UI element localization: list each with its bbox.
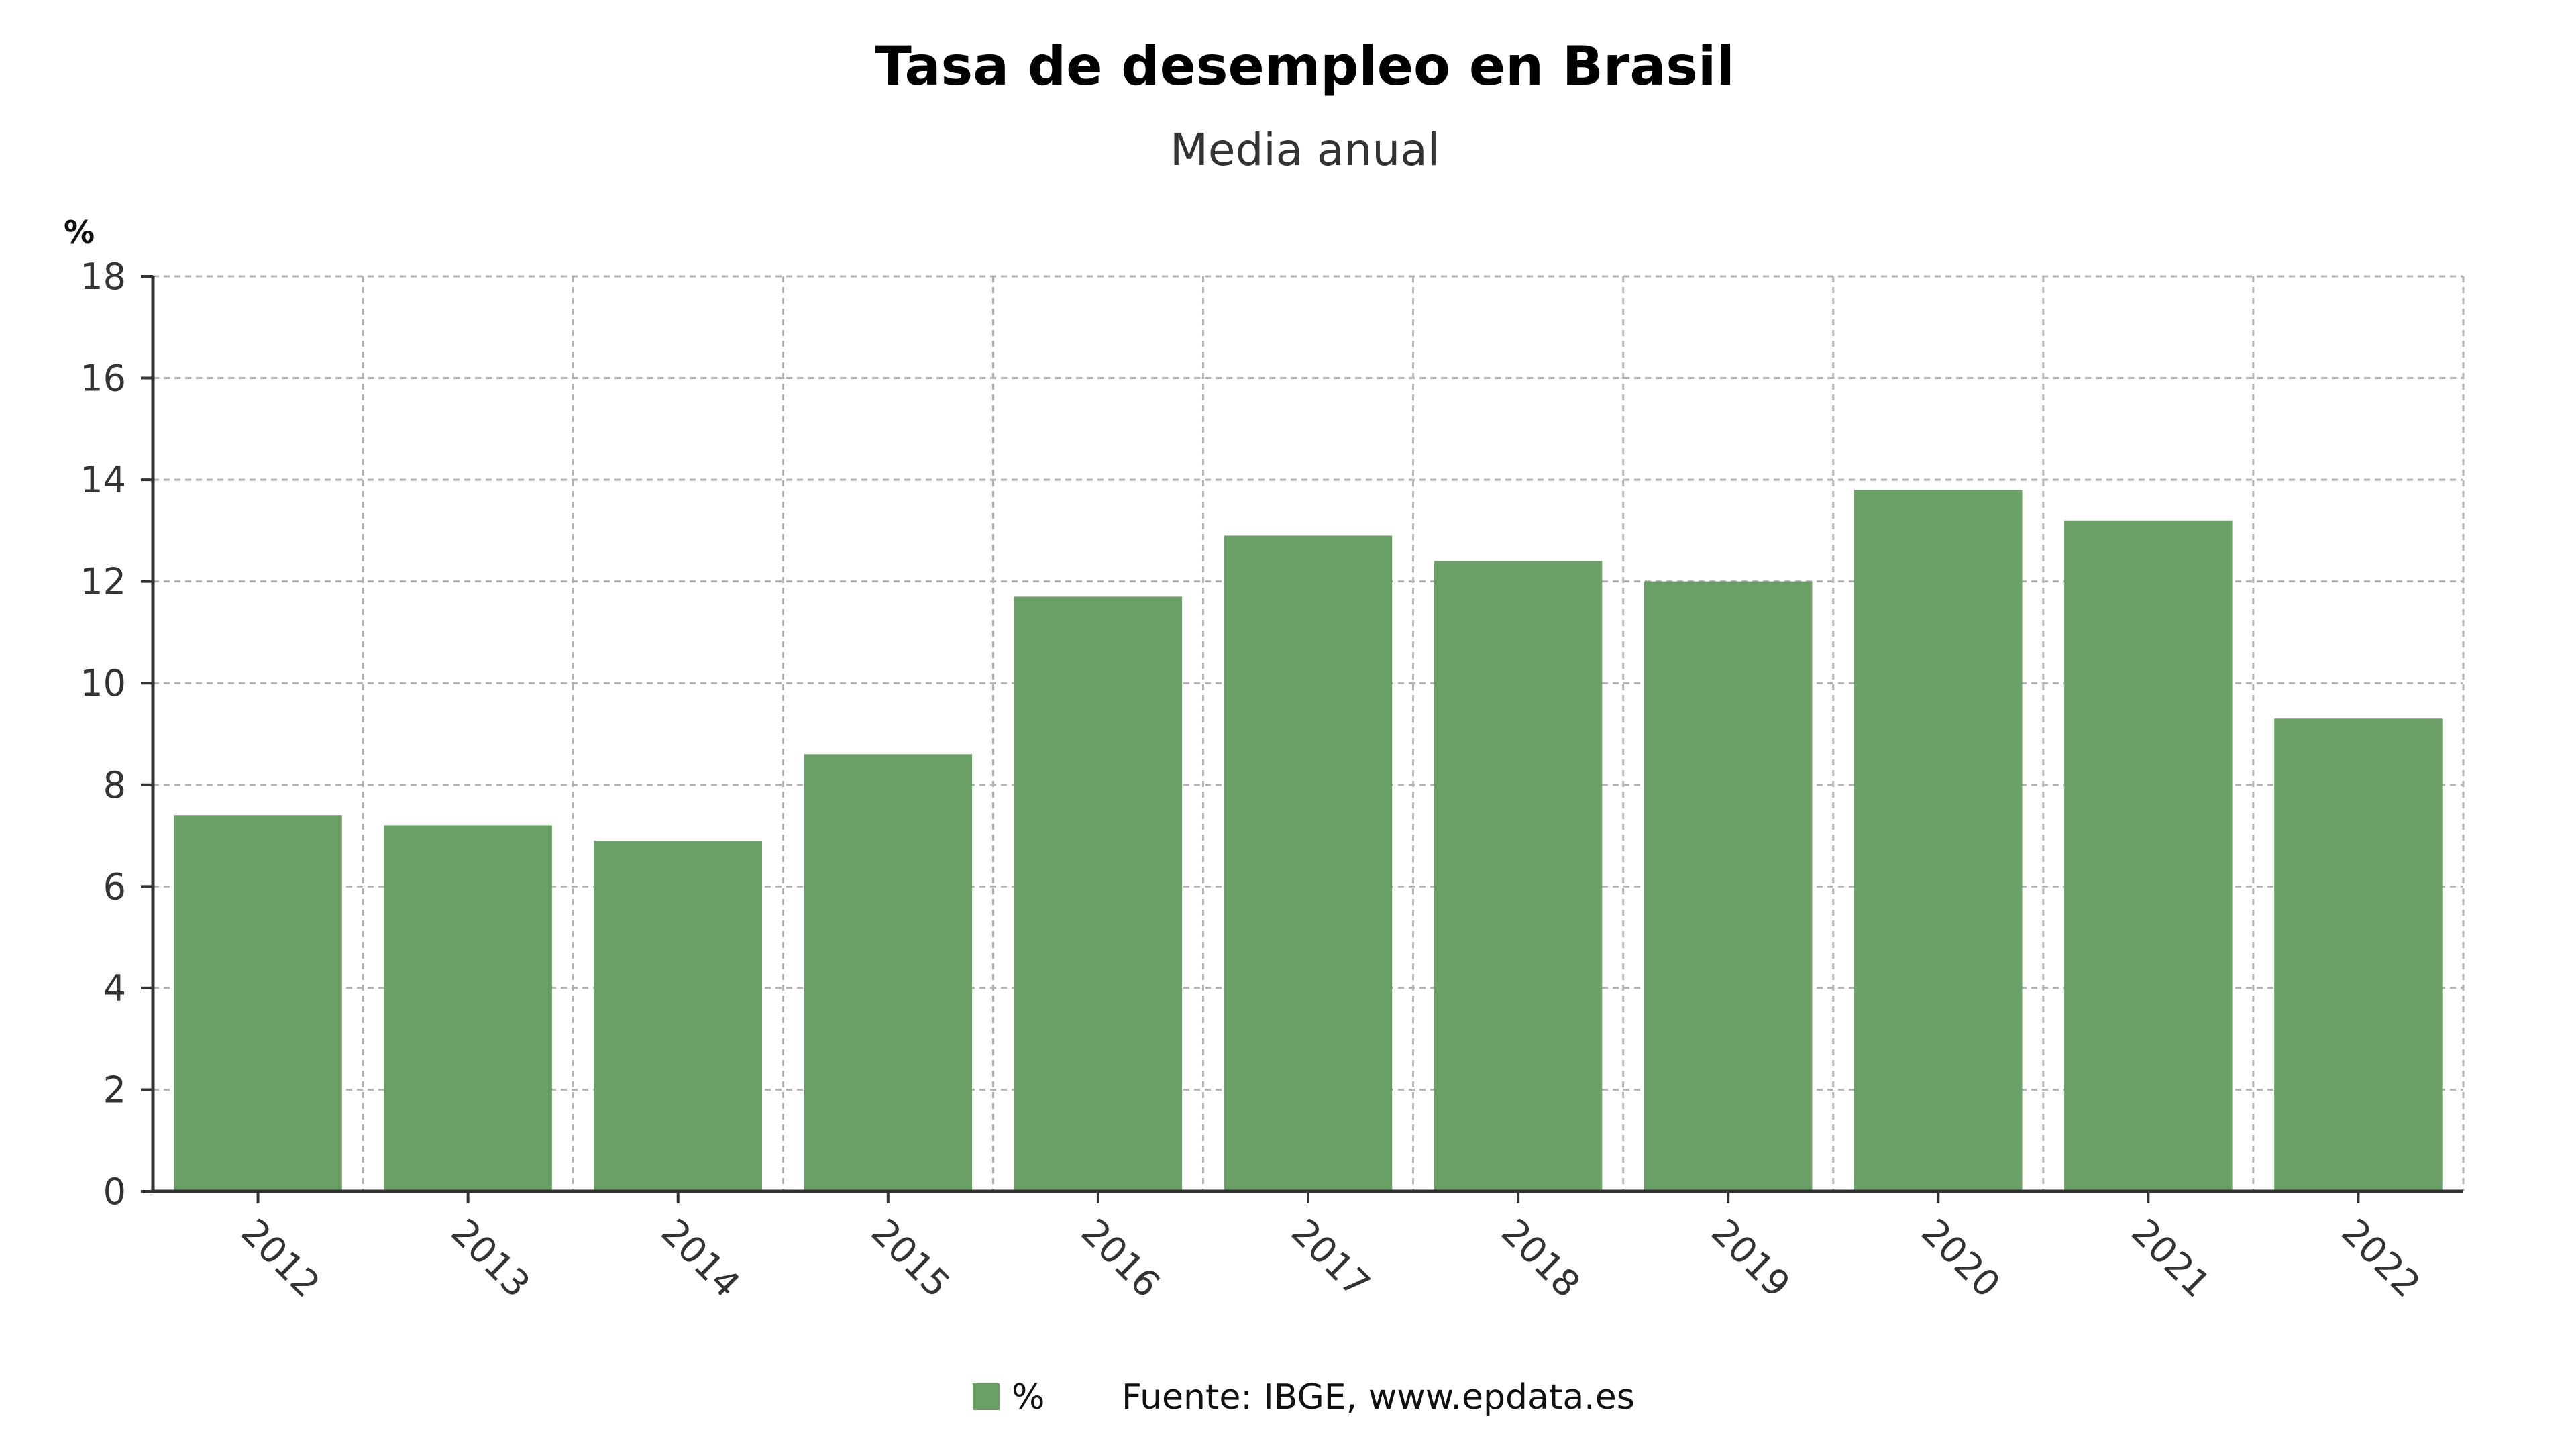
source-note: Fuente: IBGE, www.epdata.es: [1122, 1377, 1635, 1417]
legend-swatch: [973, 1383, 1000, 1410]
bar-2020: [1854, 490, 2023, 1192]
bar-2013: [384, 825, 552, 1191]
y-tick-label: 8: [103, 764, 126, 806]
y-tick-label: 2: [103, 1069, 126, 1111]
y-tick-label: 10: [80, 662, 126, 704]
chart-title: Tasa de desempleo en Brasil: [875, 35, 1735, 97]
bar-2022: [2274, 718, 2443, 1191]
legend-label: %: [1012, 1377, 1044, 1417]
bar-2019: [1644, 581, 1813, 1191]
bar-2016: [1014, 596, 1183, 1191]
bar-2018: [1434, 561, 1603, 1191]
y-tick-label: 4: [103, 967, 126, 1010]
axes: [141, 275, 2463, 1203]
y-axis-tick-labels: 0 2 4 6 8 10 12 14 16 18: [80, 256, 126, 1213]
y-axis-unit-label: %: [64, 214, 95, 250]
chart-subtitle: Media anual: [1170, 124, 1440, 176]
y-tick-label: 16: [80, 358, 126, 400]
legend: % Fuente: IBGE, www.epdata.es: [973, 1377, 1635, 1417]
bar-2012: [174, 815, 342, 1191]
y-tick-label: 12: [80, 561, 126, 603]
y-tick-label: 0: [103, 1171, 126, 1213]
bars: [174, 490, 2443, 1192]
bar-2021: [2064, 520, 2233, 1191]
y-tick-label: 6: [103, 865, 126, 908]
bar-2017: [1224, 535, 1393, 1191]
y-tick-label: 18: [80, 256, 126, 298]
bar-2015: [804, 754, 973, 1191]
y-tick-label: 14: [80, 459, 126, 501]
bar-2014: [594, 841, 762, 1191]
